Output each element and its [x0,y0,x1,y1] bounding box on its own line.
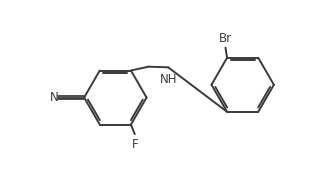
Text: N: N [49,91,58,104]
Text: NH: NH [160,73,177,86]
Text: Br: Br [219,32,232,45]
Text: F: F [131,138,138,151]
